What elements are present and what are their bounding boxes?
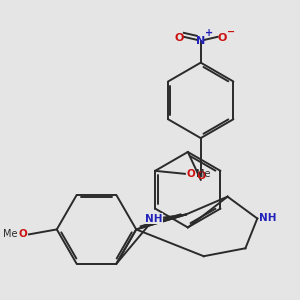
Text: NH: NH — [145, 214, 163, 224]
Text: NH: NH — [259, 214, 277, 224]
Text: O: O — [18, 230, 27, 239]
Text: Me: Me — [3, 230, 17, 239]
Text: O: O — [218, 33, 227, 43]
Text: +: + — [205, 28, 213, 38]
Text: N: N — [196, 36, 206, 46]
Text: Me: Me — [196, 169, 210, 179]
Text: O: O — [187, 169, 196, 179]
Text: O: O — [174, 33, 184, 43]
Text: −: − — [227, 27, 236, 37]
Text: O: O — [196, 171, 206, 181]
